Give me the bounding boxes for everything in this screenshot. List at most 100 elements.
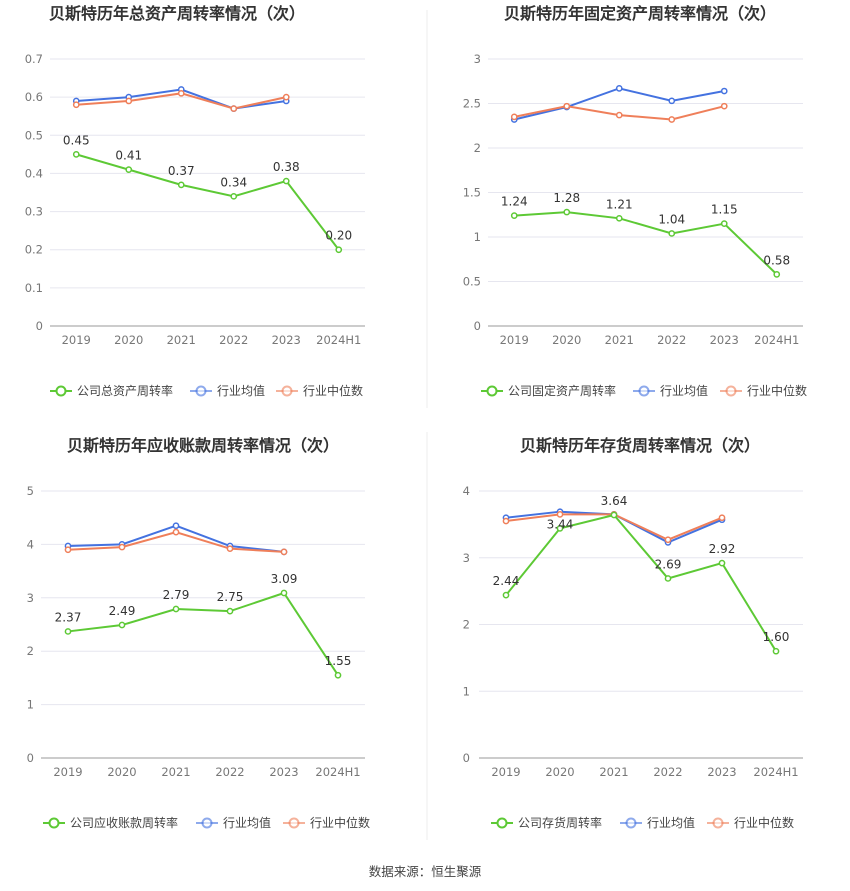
data-point-company <box>172 605 180 613</box>
chart-title: 贝斯特历年应收账款周转率情况（次） <box>67 436 339 455</box>
legend-item-industry_avg[interactable]: 行业均值 <box>620 815 695 830</box>
data-point-industry_median <box>177 89 185 97</box>
legend-label: 公司应收账款周转率 <box>70 815 178 830</box>
x-tick-label: 2022 <box>657 333 686 347</box>
x-tick-label: 2021 <box>599 765 628 779</box>
x-tick-label: 2023 <box>269 765 298 779</box>
data-point-company <box>772 647 780 655</box>
data-label: 1.24 <box>501 195 528 209</box>
data-source-note: 数据来源：恒生聚源 <box>369 864 482 879</box>
y-tick-label: 0.3 <box>25 205 43 219</box>
data-point-industry_median <box>664 536 672 544</box>
data-label: 2.79 <box>163 588 190 602</box>
legend-item-company[interactable]: 公司总资产周转率 <box>50 383 173 398</box>
data-point-industry_median <box>510 113 518 121</box>
chart-panel-1: 贝斯特历年总资产周转率情况（次） 0 0.1 0.2 0.3 0.4 0.5 0.6 0.7 20… <box>25 4 365 398</box>
legend-item-industry_median[interactable]: 行业中位数 <box>707 815 794 830</box>
data-point-industry_median <box>125 97 133 105</box>
x-tick-label: 2019 <box>491 765 520 779</box>
data-point-industry_median <box>615 111 623 119</box>
chart-title: 贝斯特历年总资产周转率情况（次） <box>49 4 305 23</box>
x-tick-label: 2022 <box>215 765 244 779</box>
data-label: 1.04 <box>658 212 685 226</box>
legend-item-industry_avg[interactable]: 行业均值 <box>190 383 265 398</box>
legend-label: 行业中位数 <box>310 815 370 830</box>
data-label: 3.44 <box>547 517 574 531</box>
chart-title: 贝斯特历年固定资产周转率情况（次） <box>504 4 776 23</box>
x-tick-label: 2019 <box>53 765 82 779</box>
legend-marker-icon <box>712 817 724 829</box>
data-point-industry_median <box>72 101 80 109</box>
series-line-company <box>67 591 339 676</box>
chart-panel-3: 贝斯特历年应收账款周转率情况（次） 0 1 2 3 4 5 2019 2020 2021 2022 2… <box>27 436 370 830</box>
legend-item-industry_avg[interactable]: 行业均值 <box>633 383 708 398</box>
y-tick-label: 1 <box>27 698 34 712</box>
data-label: 2.75 <box>217 590 244 604</box>
data-point-company <box>720 220 728 227</box>
data-label: 1.28 <box>553 191 580 205</box>
data-point-industry_median <box>282 93 290 101</box>
data-label: 1.15 <box>711 203 738 217</box>
x-tick-label: 2023 <box>272 333 301 347</box>
legend-marker-icon <box>281 385 293 397</box>
data-point-company <box>668 230 676 237</box>
legend-label: 行业均值 <box>660 383 708 398</box>
data-label: 1.55 <box>325 654 352 668</box>
data-label: 0.45 <box>63 133 90 147</box>
legend-item-industry_avg[interactable]: 行业均值 <box>196 815 271 830</box>
legend-marker-icon <box>48 817 60 829</box>
legend-marker-icon <box>288 817 300 829</box>
x-tick-label: 2024H1 <box>753 765 798 779</box>
data-point-company <box>64 628 72 635</box>
y-tick-label: 2 <box>463 618 470 632</box>
legend-label: 行业中位数 <box>747 383 807 398</box>
legend-marker-icon <box>201 817 213 829</box>
y-tick-label: 0 <box>27 751 34 765</box>
x-tick-label: 2022 <box>653 765 682 779</box>
legend-marker-icon <box>486 385 498 397</box>
legend-marker-icon <box>638 385 650 397</box>
data-point-company <box>177 181 185 189</box>
legend-label: 行业中位数 <box>734 815 794 830</box>
data-label: 2.44 <box>493 574 520 588</box>
legend-item-industry_median[interactable]: 行业中位数 <box>283 815 370 830</box>
series-line-company <box>75 153 340 251</box>
data-label: 0.37 <box>168 164 195 178</box>
data-label: 0.38 <box>273 160 300 174</box>
legend-label: 行业中位数 <box>303 383 363 398</box>
data-point-company <box>118 621 126 629</box>
legend-item-company[interactable]: 公司应收账款周转率 <box>43 815 178 830</box>
y-tick-label: 0 <box>463 751 470 765</box>
legend-item-industry_median[interactable]: 行业中位数 <box>276 383 363 398</box>
legend-label: 公司固定资产周转率 <box>508 383 616 398</box>
data-point-company <box>510 212 518 219</box>
y-tick-label: 4 <box>463 484 470 498</box>
legend-item-company[interactable]: 公司固定资产周转率 <box>481 383 616 398</box>
legend-label: 行业均值 <box>223 815 271 830</box>
series-line-company <box>505 513 777 652</box>
y-tick-label: 3 <box>463 551 470 565</box>
x-tick-label: 2024H1 <box>315 765 360 779</box>
data-point-company <box>282 177 290 185</box>
data-label: 1.21 <box>606 197 633 211</box>
data-point-company <box>615 214 623 222</box>
data-point-industry_median <box>230 105 238 112</box>
legend-item-company[interactable]: 公司存货周转率 <box>491 815 602 830</box>
data-point-company <box>563 208 571 216</box>
x-tick-label: 2020 <box>545 765 574 779</box>
data-point-industry_avg <box>615 85 623 92</box>
data-point-industry_median <box>718 514 726 522</box>
data-point-industry_median <box>226 545 234 553</box>
y-tick-label: 5 <box>27 484 34 498</box>
x-tick-label: 2023 <box>710 333 739 347</box>
data-point-industry_median <box>172 528 180 536</box>
legend-item-industry_median[interactable]: 行业中位数 <box>720 383 807 398</box>
data-point-industry_avg <box>668 97 676 105</box>
y-tick-label: 2 <box>27 644 34 658</box>
y-tick-label: 3 <box>27 591 34 605</box>
data-point-industry_median <box>280 548 288 556</box>
x-tick-label: 2019 <box>62 333 91 347</box>
legend-label: 行业均值 <box>217 383 265 398</box>
data-point-company <box>125 166 133 173</box>
data-point-company <box>502 591 510 599</box>
